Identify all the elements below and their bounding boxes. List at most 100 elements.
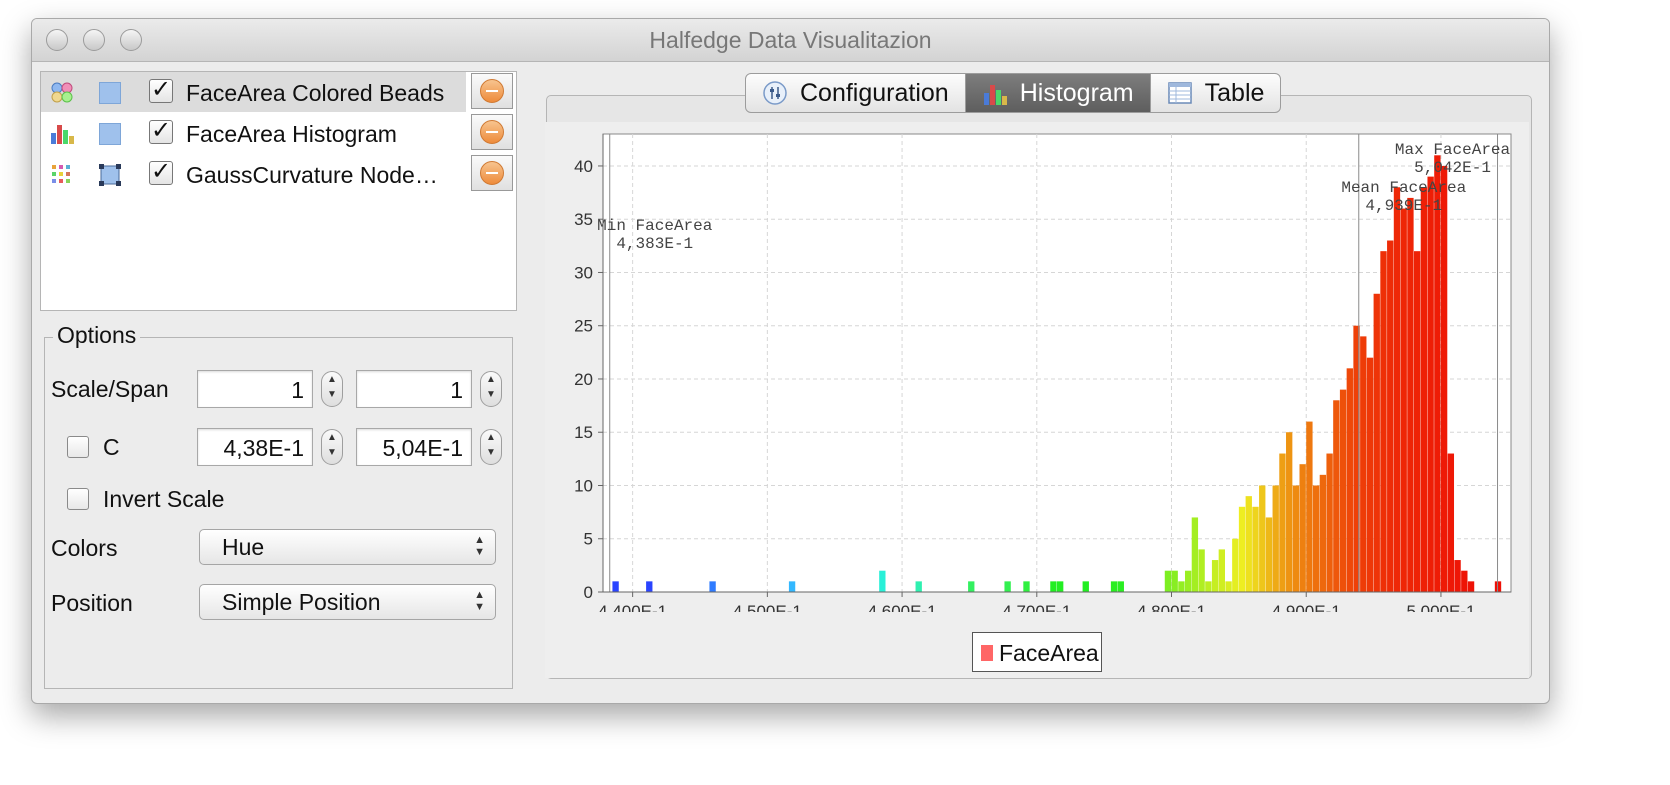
y-tick-label: 30 xyxy=(574,263,593,282)
close-window-button[interactable] xyxy=(46,29,68,51)
histogram-bar xyxy=(1461,570,1468,592)
scale-input[interactable]: 1 xyxy=(197,370,313,408)
x-tick-label: 4,700E-1 xyxy=(1002,602,1071,612)
histogram-bar xyxy=(1232,538,1239,592)
histogram-bar xyxy=(1225,581,1232,592)
minus-icon xyxy=(480,161,504,185)
clamp-checkbox[interactable] xyxy=(67,436,89,458)
layer-label: FaceArea Colored Beads xyxy=(186,80,445,106)
tab-histogram[interactable]: Histogram xyxy=(965,74,1151,112)
histogram-plot: 0 5 10 15 20 25 30 35 40 4,400E-1 4,500E-1 4,600E-1… xyxy=(574,133,1512,612)
histogram-bar xyxy=(646,581,653,592)
clamp-max-stepper[interactable]: ▲ ▼ xyxy=(480,429,502,465)
histogram-bar xyxy=(612,581,619,592)
colors-select-value: Hue xyxy=(222,534,265,560)
colors-select[interactable]: Hue ▲ ▼ xyxy=(199,529,496,565)
histogram-bar xyxy=(915,581,922,592)
histogram-bar xyxy=(1198,549,1205,592)
histogram-bar xyxy=(1319,474,1327,592)
table-icon xyxy=(1167,82,1192,104)
annotation-label: Mean FaceArea xyxy=(1341,179,1466,197)
histogram-bar xyxy=(709,581,716,592)
histogram-bar xyxy=(1286,432,1293,592)
position-select[interactable]: Simple Position ▲ ▼ xyxy=(199,584,496,620)
clamp-max-input[interactable]: 5,04E-1 xyxy=(356,428,472,466)
histogram-bar xyxy=(1110,581,1118,592)
histogram-bar xyxy=(1393,187,1401,593)
histogram-bar xyxy=(1171,570,1178,592)
histogram-bar xyxy=(1117,581,1124,592)
clamp-min-stepper[interactable]: ▲ ▼ xyxy=(321,429,343,465)
title-bar: Halfedge Data Visualitazion xyxy=(32,19,1549,62)
nodes-grid-icon xyxy=(52,165,70,183)
histogram-bar xyxy=(1292,485,1300,592)
remove-layer-button[interactable] xyxy=(471,73,513,109)
histogram-bar xyxy=(1346,368,1353,592)
histogram-bar xyxy=(1050,581,1057,592)
scale-span-label: Scale/Span xyxy=(51,376,169,402)
tab-table[interactable]: Table xyxy=(1151,74,1281,112)
layer-visibility-square-icon[interactable] xyxy=(99,123,121,145)
minus-icon xyxy=(480,79,504,103)
y-tick-label: 10 xyxy=(574,476,593,495)
y-tick-label: 5 xyxy=(584,530,593,549)
remove-layer-button[interactable] xyxy=(471,155,513,191)
annotation-label: Max FaceArea xyxy=(1395,141,1511,159)
tab-label: Table xyxy=(1204,79,1265,107)
layer-label: FaceArea Histogram xyxy=(186,121,397,147)
select-arrows-icon: ▲ ▼ xyxy=(474,534,485,558)
x-tick-label: 5,000E-1 xyxy=(1406,602,1475,612)
minimize-window-button[interactable] xyxy=(83,29,105,51)
minus-icon xyxy=(480,120,504,144)
histogram-bar xyxy=(1004,581,1011,592)
histogram-bar xyxy=(1387,240,1394,592)
legend-swatch xyxy=(981,645,993,661)
window-title: Halfedge Data Visualitazion xyxy=(649,27,932,53)
x-tick-label: 4,800E-1 xyxy=(1137,602,1206,612)
y-tick-label: 35 xyxy=(574,210,593,229)
annotation-value: 4,383E-1 xyxy=(616,235,693,253)
tab-configuration[interactable]: Configuration xyxy=(746,74,966,112)
chart-legend: FaceArea xyxy=(972,632,1102,672)
histogram-bar xyxy=(1467,581,1475,592)
span-input[interactable]: 1 xyxy=(356,370,472,408)
layer-visibility-square-icon[interactable] xyxy=(99,82,121,104)
node-selection-icon[interactable] xyxy=(99,164,121,186)
annotation-label: Min FaceArea xyxy=(597,217,713,235)
configuration-icon xyxy=(763,81,787,105)
histogram-bar xyxy=(1427,176,1434,592)
histogram-bar xyxy=(1279,453,1286,592)
clamp-min-input[interactable]: 4,38E-1 xyxy=(197,428,313,466)
histogram-bar xyxy=(1333,400,1340,592)
histogram-bar xyxy=(1218,549,1225,592)
options-legend: Options xyxy=(53,322,141,349)
y-tick-label: 40 xyxy=(574,157,593,176)
layer-enabled-checkbox[interactable]: ✓ xyxy=(149,117,173,144)
position-label: Position xyxy=(51,590,133,616)
scale-stepper[interactable]: ▲ ▼ xyxy=(321,371,343,407)
layer-row-gauss-curvature[interactable]: ✓ GaussCurvature Node… xyxy=(41,154,516,194)
histogram-bar xyxy=(1023,581,1030,592)
layer-enabled-checkbox[interactable]: ✓ xyxy=(149,76,173,103)
histogram-bar xyxy=(1400,208,1407,592)
histogram-bar xyxy=(1414,251,1421,593)
remove-layer-button[interactable] xyxy=(471,114,513,150)
histogram-bar xyxy=(788,581,796,592)
colors-label: Colors xyxy=(51,535,118,561)
layer-row-histogram[interactable]: ✓ FaceArea Histogram xyxy=(41,113,516,153)
options-panel: Options Scale/Span 1 ▲ ▼ 1 ▲ ▼ C 4,38E-1 ▲… xyxy=(44,322,513,689)
histogram-bar xyxy=(1434,155,1441,593)
tab-label: Histogram xyxy=(1019,79,1134,107)
histogram-bar xyxy=(1245,496,1252,592)
layer-list[interactable]: ✓ FaceArea Colored Beads ✓ FaceArea Hist… xyxy=(40,71,517,311)
histogram-bar xyxy=(879,570,886,592)
span-stepper[interactable]: ▲ ▼ xyxy=(480,371,502,407)
zoom-window-button[interactable] xyxy=(120,29,142,51)
histogram-bar xyxy=(1420,187,1428,593)
layer-row-colored-beads[interactable]: ✓ FaceArea Colored Beads xyxy=(41,72,516,112)
layer-enabled-checkbox[interactable]: ✓ xyxy=(149,158,173,185)
histogram-bar xyxy=(1360,336,1367,592)
invert-scale-checkbox[interactable] xyxy=(67,488,89,510)
histogram-bar xyxy=(1057,581,1064,592)
histogram-bar xyxy=(1082,581,1089,592)
